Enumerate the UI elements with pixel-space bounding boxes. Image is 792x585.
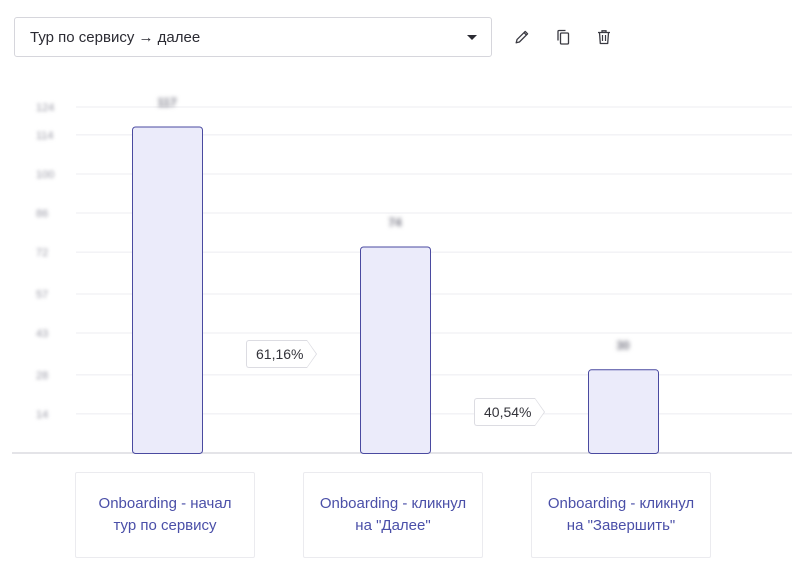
funnel-select-value: Тур по сервису → далее — [30, 28, 201, 46]
category-label-2[interactable]: Onboarding - кликнул на "Далее" — [303, 472, 483, 558]
caret-down-icon — [467, 34, 477, 40]
copy-icon — [557, 29, 570, 45]
conversion-rate-1: 61,16% — [246, 340, 319, 368]
y-tick-label: 124 — [36, 102, 54, 114]
y-tick-label: 14 — [36, 409, 48, 421]
y-tick-label: 100 — [36, 169, 54, 181]
bar-1 — [132, 126, 203, 454]
edit-button[interactable] — [511, 26, 533, 48]
bar-value-label-2: 74 — [388, 216, 402, 230]
bar-value-label-3: 30 — [616, 338, 630, 352]
conversion-rate-2: 40,54% — [474, 398, 547, 426]
funnel-toolbar: Тур по сервису → далее — [14, 17, 615, 57]
y-tick-label: 86 — [36, 208, 48, 220]
funnel-bar-chart: 124 114 100 86 72 57 43 28 14 117 74 30 — [12, 96, 792, 454]
y-tick-label: 28 — [36, 370, 48, 382]
category-label-1[interactable]: Onboarding - начал тур по сервису — [75, 472, 255, 558]
funnel-select[interactable]: Тур по сервису → далее — [14, 17, 492, 57]
category-label-3[interactable]: Onboarding - кликнул на "Завершить" — [531, 472, 711, 558]
y-tick-label: 72 — [36, 247, 48, 259]
y-tick-label: 57 — [36, 289, 48, 301]
delete-button[interactable] — [593, 26, 615, 48]
duplicate-button[interactable] — [552, 26, 574, 48]
bar-value-label-1: 117 — [157, 96, 177, 110]
bar-2 — [360, 246, 431, 454]
pencil-icon — [515, 30, 529, 44]
y-tick-label: 114 — [36, 130, 54, 142]
bar-3 — [588, 369, 659, 454]
trash-icon — [598, 30, 610, 45]
y-tick-label: 43 — [36, 328, 48, 340]
